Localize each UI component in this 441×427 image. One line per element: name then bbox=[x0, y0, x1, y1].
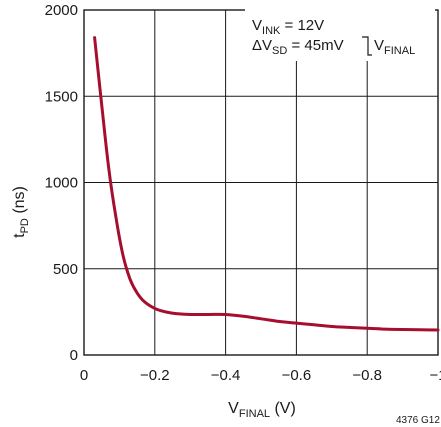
x-tick-label: −1 bbox=[429, 367, 441, 384]
y-tick-label: 0 bbox=[70, 347, 78, 364]
y-tick-label: 2000 bbox=[45, 2, 78, 19]
y-tick-label: 1500 bbox=[45, 88, 78, 105]
tick-labels: 0 −0.2 −0.4 −0.6 −0.8 −1 0 500 1000 1500 2000 bbox=[45, 2, 441, 384]
figure-id: 4376 G12 bbox=[396, 415, 440, 426]
annotation-delta-vsd: ΔVSD = 45mV bbox=[252, 37, 344, 57]
annotation-bracket bbox=[362, 36, 372, 56]
x-tick-label: −0.6 bbox=[282, 367, 312, 384]
x-tick-label: −0.2 bbox=[140, 367, 170, 384]
annotation-vfinal: VFINAL bbox=[374, 37, 415, 57]
x-tick-label: −0.4 bbox=[211, 367, 241, 384]
grid-lines bbox=[84, 10, 438, 355]
y-tick-label: 500 bbox=[53, 261, 78, 278]
series-line bbox=[93, 36, 440, 332]
annotation-background bbox=[245, 9, 435, 61]
x-tick-label: 0 bbox=[80, 367, 88, 384]
x-axis-label: VFINAL (V) bbox=[228, 400, 296, 420]
x-tick-label: −0.8 bbox=[352, 367, 382, 384]
y-axis-label: tPD (ns) bbox=[11, 186, 31, 238]
annotation-vink: VINK = 12V bbox=[252, 17, 324, 37]
y-tick-label: 1000 bbox=[45, 175, 78, 192]
